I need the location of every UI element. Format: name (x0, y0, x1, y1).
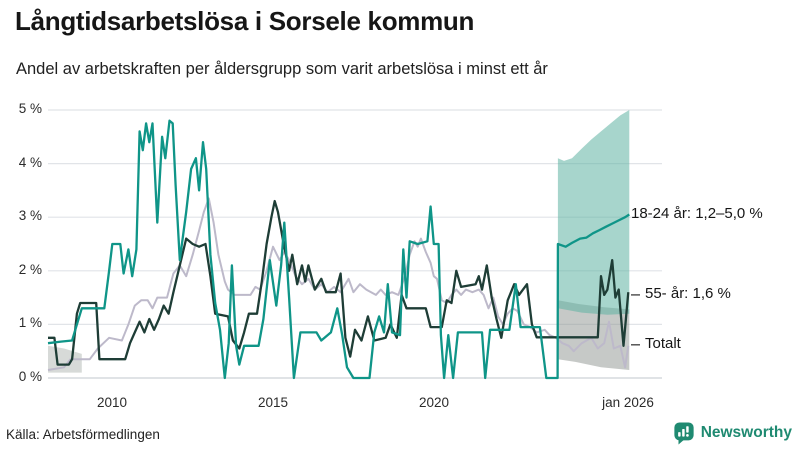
band-18-24-forecast (557, 110, 630, 315)
y-tick-label: 3 % (18, 208, 42, 224)
x-tick-label: 2020 (418, 395, 450, 410)
y-tick-label: 4 % (18, 154, 42, 170)
x-tick-label: 2010 (96, 395, 128, 410)
newsworthy-logo[interactable]: Newsworthy (673, 421, 792, 445)
band-total-forecast (557, 300, 630, 370)
page-subtitle: Andel av arbetskraften per åldersgrupp s… (16, 60, 548, 78)
series-line-18-24-år (47, 119, 630, 380)
series-label-18-24: 18-24 år: 1,2–5,0 % (631, 205, 763, 223)
series-label-totalt: Totalt (645, 334, 681, 352)
page-title: Långtidsarbetslösa i Sorsele kommun (15, 6, 475, 36)
source-note: Källa: Arbetsförmedlingen (6, 427, 160, 442)
x-tick-label: jan 2026 (602, 395, 654, 410)
newsworthy-bubble-icon (673, 421, 695, 445)
y-tick-label: 1 % (18, 315, 42, 331)
series-label-55: 55- år: 1,6 % (645, 284, 731, 302)
y-tick-label: 0 % (18, 369, 42, 384)
x-tick-label: 2015 (257, 395, 289, 410)
y-tick-label: 2 % (18, 261, 42, 277)
newsworthy-wordmark: Newsworthy (700, 424, 792, 441)
series-line-55--år (48, 199, 630, 366)
y-tick-label: 5 % (18, 101, 42, 116)
